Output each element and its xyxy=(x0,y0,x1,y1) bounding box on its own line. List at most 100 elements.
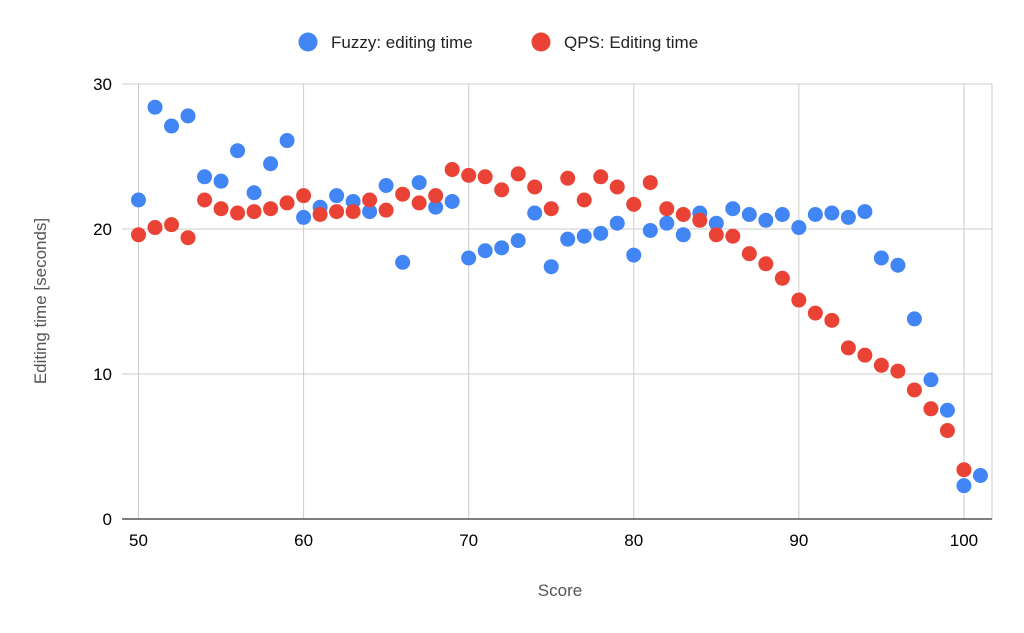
legend-marker xyxy=(298,32,318,52)
data-point-series-0 xyxy=(609,215,625,231)
data-points xyxy=(131,99,988,494)
x-tick-label: 60 xyxy=(294,531,313,550)
data-point-series-0 xyxy=(560,231,576,247)
data-point-series-0 xyxy=(395,254,411,270)
data-point-series-0 xyxy=(593,225,609,241)
data-point-series-1 xyxy=(824,312,840,328)
data-point-series-1 xyxy=(840,340,856,356)
data-point-series-0 xyxy=(576,228,592,244)
data-point-series-0 xyxy=(428,199,444,215)
data-point-series-0 xyxy=(543,259,559,275)
data-point-series-0 xyxy=(708,215,724,231)
data-point-series-0 xyxy=(444,193,460,209)
data-point-series-1 xyxy=(362,192,378,208)
data-point-series-1 xyxy=(906,382,922,398)
data-point-series-1 xyxy=(263,201,279,217)
data-point-series-1 xyxy=(642,175,658,191)
data-point-series-1 xyxy=(345,204,361,220)
data-point-series-1 xyxy=(774,270,790,286)
data-point-series-1 xyxy=(741,246,757,262)
data-point-series-0 xyxy=(791,220,807,236)
data-point-series-0 xyxy=(972,468,988,483)
data-point-series-0 xyxy=(527,205,543,221)
legend-marker xyxy=(531,32,551,52)
data-point-series-1 xyxy=(758,256,774,272)
data-point-series-0 xyxy=(824,205,840,221)
grid xyxy=(122,83,993,520)
data-point-series-1 xyxy=(956,462,972,478)
legend-label: Fuzzy: editing time xyxy=(331,33,473,52)
data-point-series-1 xyxy=(279,195,295,211)
data-point-series-0 xyxy=(131,192,147,208)
y-axis-title: Editing time [seconds] xyxy=(31,218,50,384)
data-point-series-0 xyxy=(758,212,774,228)
data-point-series-0 xyxy=(378,178,394,193)
data-point-series-0 xyxy=(461,250,477,266)
data-point-series-1 xyxy=(939,423,955,439)
data-point-series-0 xyxy=(213,173,229,189)
data-point-series-1 xyxy=(164,217,180,233)
data-point-series-0 xyxy=(147,99,163,115)
data-point-series-0 xyxy=(279,133,295,149)
data-point-series-1 xyxy=(131,227,147,243)
y-tick-label: 0 xyxy=(103,510,112,529)
data-point-series-0 xyxy=(246,185,262,201)
data-point-series-1 xyxy=(329,204,345,220)
data-point-series-0 xyxy=(510,233,526,249)
data-point-series-0 xyxy=(906,311,922,327)
data-point-series-0 xyxy=(296,209,312,225)
data-point-series-1 xyxy=(626,196,642,212)
data-point-series-1 xyxy=(213,201,229,217)
data-point-series-1 xyxy=(725,228,741,244)
x-tick-label: 100 xyxy=(950,531,978,550)
data-point-series-0 xyxy=(956,478,972,494)
data-point-series-1 xyxy=(923,401,939,417)
y-tick-label: 10 xyxy=(93,365,112,384)
data-point-series-0 xyxy=(197,169,213,185)
x-axis-title: Score xyxy=(538,581,582,600)
data-point-series-0 xyxy=(675,227,691,243)
data-point-series-0 xyxy=(857,204,873,220)
data-point-series-1 xyxy=(857,347,873,363)
data-point-series-0 xyxy=(180,108,196,124)
y-tick-label: 20 xyxy=(93,220,112,239)
data-point-series-1 xyxy=(659,201,675,217)
data-point-series-0 xyxy=(642,222,658,238)
x-tick-label: 50 xyxy=(129,531,148,550)
data-point-series-0 xyxy=(659,215,675,231)
data-point-series-1 xyxy=(510,166,526,182)
data-point-series-0 xyxy=(494,240,510,256)
data-point-series-0 xyxy=(230,143,246,159)
data-point-series-1 xyxy=(708,227,724,243)
data-point-series-1 xyxy=(428,188,444,204)
x-axis: 50 60 70 80 90 100 xyxy=(129,531,978,550)
data-point-series-1 xyxy=(230,205,246,221)
data-point-series-0 xyxy=(329,188,345,204)
data-point-series-0 xyxy=(164,118,180,134)
x-tick-label: 80 xyxy=(624,531,643,550)
data-point-series-1 xyxy=(560,170,576,186)
data-point-series-1 xyxy=(378,202,394,218)
data-point-series-1 xyxy=(494,182,510,198)
legend-label: QPS: Editing time xyxy=(564,33,698,52)
data-point-series-0 xyxy=(362,204,378,220)
data-point-series-1 xyxy=(197,192,213,208)
data-point-series-1 xyxy=(246,204,262,220)
data-point-series-1 xyxy=(609,179,625,195)
data-point-series-0 xyxy=(411,175,427,191)
data-point-series-1 xyxy=(477,169,493,185)
data-point-series-1 xyxy=(395,186,411,202)
data-point-series-0 xyxy=(725,201,741,217)
data-point-series-1 xyxy=(593,169,609,185)
y-axis: 0 10 20 30 xyxy=(93,75,112,529)
y-tick-label: 30 xyxy=(93,75,112,94)
x-tick-label: 90 xyxy=(789,531,808,550)
data-point-series-1 xyxy=(180,230,196,246)
data-point-series-1 xyxy=(527,179,543,195)
data-point-series-1 xyxy=(461,167,477,183)
data-point-series-0 xyxy=(263,156,279,172)
data-point-series-1 xyxy=(543,201,559,217)
data-point-series-1 xyxy=(312,207,328,222)
data-point-series-1 xyxy=(444,162,460,178)
